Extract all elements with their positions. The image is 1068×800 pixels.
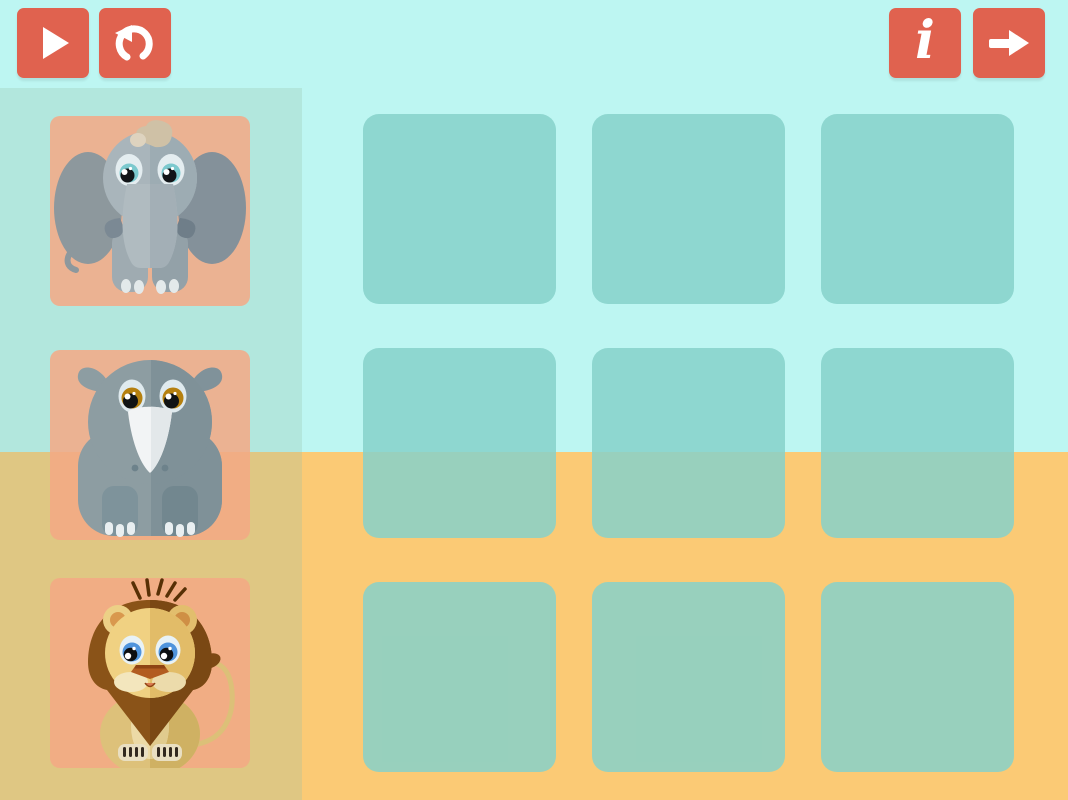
elephant-illustration	[54, 120, 246, 294]
grid-cell-9[interactable]	[821, 582, 1014, 772]
next-button[interactable]	[973, 8, 1045, 78]
animal-card-lion[interactable]	[50, 578, 250, 768]
play-button[interactable]	[17, 8, 89, 78]
animal-card-elephant[interactable]	[50, 116, 250, 306]
rhino-illustration	[77, 360, 223, 537]
grid-cell-6[interactable]	[821, 348, 1014, 538]
info-button[interactable]: i	[889, 8, 961, 78]
grid-cell-2[interactable]	[592, 114, 785, 304]
lion-illustration	[88, 578, 235, 768]
restart-button[interactable]	[99, 8, 171, 78]
grid-cell-3[interactable]	[821, 114, 1014, 304]
play-icon	[43, 27, 69, 59]
grid-cell-7[interactable]	[363, 582, 556, 772]
grid-cell-4[interactable]	[363, 348, 556, 538]
restart-icon	[115, 25, 153, 61]
grid-cell-5[interactable]	[592, 348, 785, 538]
info-icon: i	[915, 10, 935, 71]
grid-cell-8[interactable]	[592, 582, 785, 772]
animal-card-rhino[interactable]	[50, 350, 250, 540]
next-arrow-icon	[989, 30, 1029, 56]
grid-cell-1[interactable]	[363, 114, 556, 304]
